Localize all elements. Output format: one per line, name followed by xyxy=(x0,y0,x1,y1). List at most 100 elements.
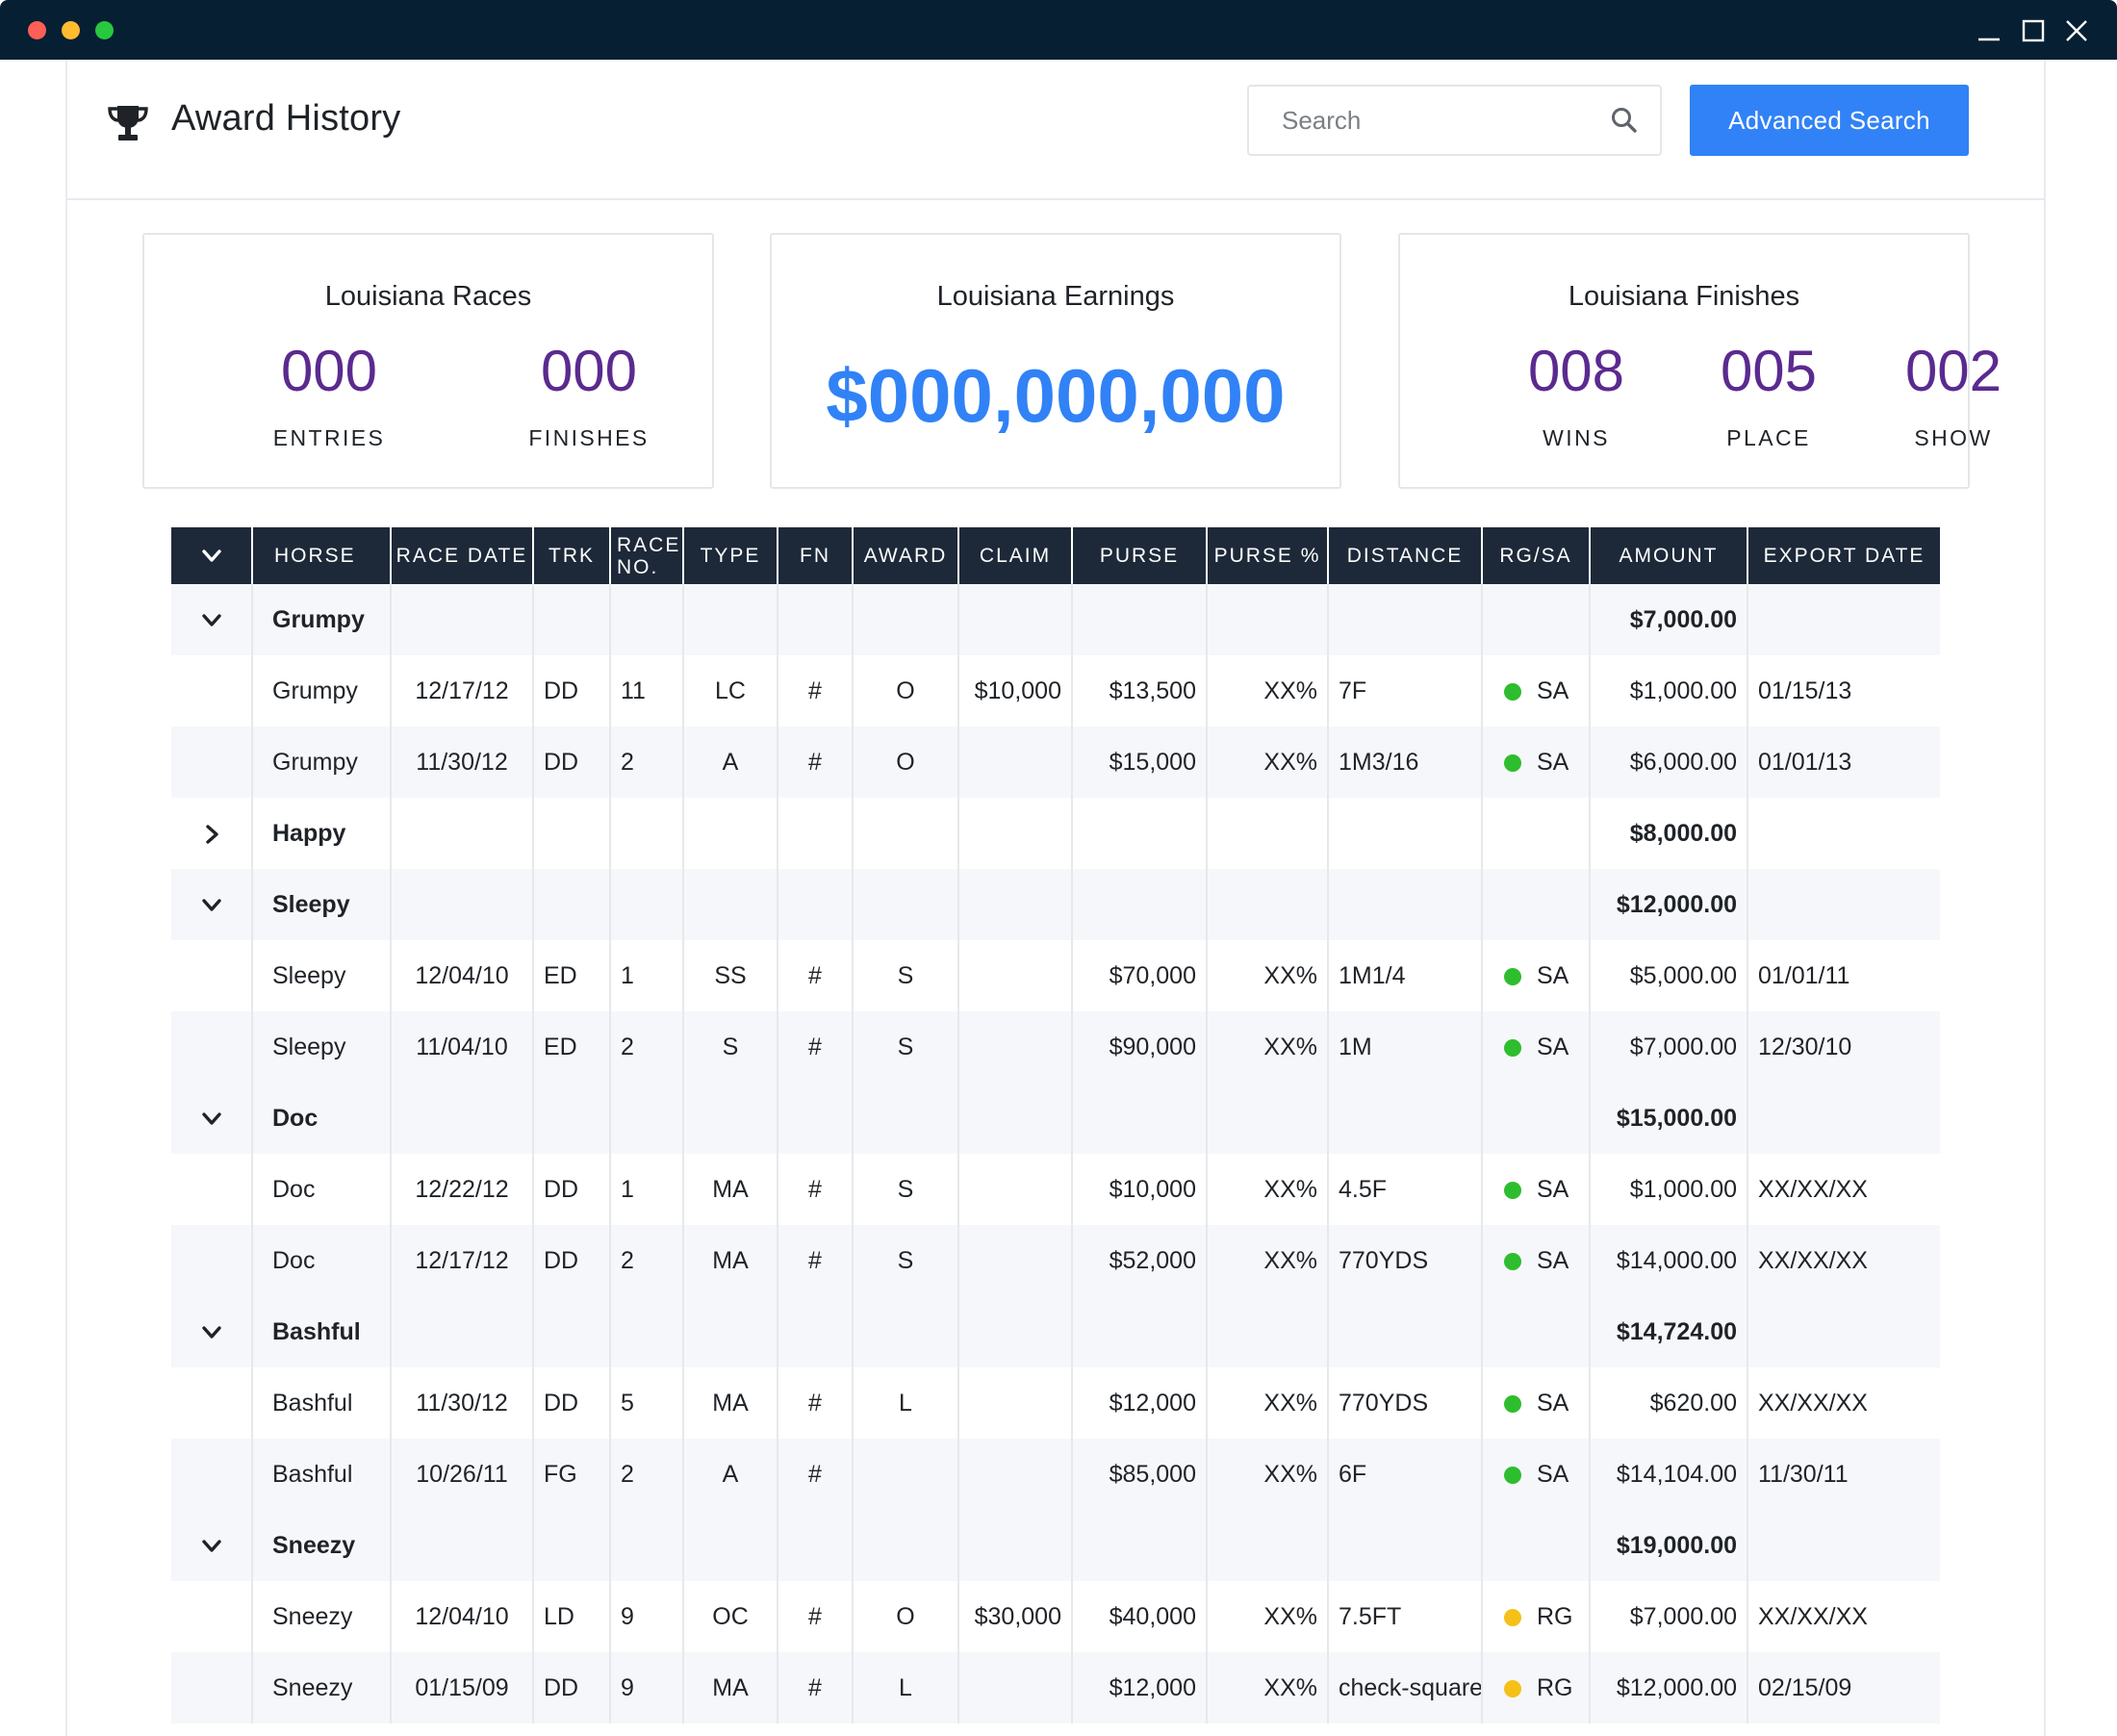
cell-race-no: 9 xyxy=(610,1652,684,1723)
group-toggle[interactable] xyxy=(171,584,253,655)
cell-race-no: 1 xyxy=(610,940,684,1011)
cell-distance: 1M1/4 xyxy=(1328,940,1483,1011)
cell-race-no: 9 xyxy=(610,1581,684,1652)
cell-claim xyxy=(958,1367,1073,1439)
cell-fn: # xyxy=(778,1652,854,1723)
content-border-right xyxy=(2044,60,2046,1736)
empty-cell xyxy=(1207,1296,1329,1367)
expand-all-header[interactable] xyxy=(171,527,253,584)
show-label: SHOW xyxy=(1914,425,1993,450)
finishes-value: 000 xyxy=(540,339,638,403)
cell-fn: # xyxy=(778,655,854,727)
table-row[interactable]: Bashful 11/30/12 DD 5 MA # L $12,000 XX% 770YDS SA… xyxy=(171,1367,1940,1439)
group-row[interactable]: Grumpy $7,000.00 xyxy=(171,584,1940,655)
empty-cell xyxy=(958,1510,1073,1581)
col-rgsa[interactable]: RG/SA xyxy=(1482,527,1591,584)
minimize-icon[interactable] xyxy=(1975,16,2003,45)
empty-cell xyxy=(1747,1510,1940,1581)
window-maximize-dot[interactable] xyxy=(95,21,114,39)
col-race-no[interactable]: RACE NO. xyxy=(610,527,684,584)
group-row[interactable]: Happy $8,000.00 xyxy=(171,798,1940,869)
cell-purse: $85,000 xyxy=(1072,1439,1208,1510)
cell-award: L xyxy=(853,1652,959,1723)
table-row[interactable]: Doc 12/22/12 DD 1 MA # S $10,000 XX% 4.5F SA $1,000… xyxy=(171,1154,1940,1225)
group-row[interactable]: Sneezy $19,000.00 xyxy=(171,1510,1940,1581)
cell-claim xyxy=(958,1439,1073,1510)
cell-amount: $7,000.00 xyxy=(1590,1011,1748,1083)
cell-horse: Grumpy xyxy=(252,655,392,727)
table-row[interactable]: Sneezy 12/04/10 LD 9 OC # O $30,000 $40,000 XX% 7.… xyxy=(171,1581,1940,1652)
cell-horse: Doc xyxy=(252,1154,392,1225)
cell-award xyxy=(853,1439,959,1510)
search-input[interactable] xyxy=(1249,87,1605,154)
col-award[interactable]: AWARD xyxy=(853,527,959,584)
cell-award: O xyxy=(853,1581,959,1652)
close-icon[interactable] xyxy=(2062,16,2091,45)
table-row[interactable]: Doc 12/17/12 DD 2 MA # S $52,000 XX% 770YDS SA $14,… xyxy=(171,1225,1940,1296)
cell-purse: $15,000 xyxy=(1072,727,1208,798)
status-dot xyxy=(1504,1608,1521,1626)
col-type[interactable]: TYPE xyxy=(683,527,778,584)
maximize-icon[interactable] xyxy=(2019,16,2048,45)
group-row[interactable]: Sleepy $12,000.00 xyxy=(171,869,1940,940)
empty-cell xyxy=(533,798,611,869)
cell-fn: # xyxy=(778,1154,854,1225)
empty-cell xyxy=(610,1296,684,1367)
search-box[interactable] xyxy=(1247,85,1662,156)
col-race-date[interactable]: RACE DATE xyxy=(391,527,534,584)
col-purse-pct[interactable]: PURSE % xyxy=(1207,527,1329,584)
empty-cell xyxy=(778,869,854,940)
col-amount[interactable]: AMOUNT xyxy=(1590,527,1748,584)
col-export-date[interactable]: EXPORT DATE xyxy=(1747,527,1940,584)
group-toggle[interactable] xyxy=(171,869,253,940)
group-row[interactable]: Bashful $14,724.00 xyxy=(171,1296,1940,1367)
empty-cell xyxy=(391,1296,534,1367)
table-row[interactable]: Bashful 10/26/11 FG 2 A # $85,000 XX% 6F SA $14,10… xyxy=(171,1439,1940,1510)
col-trk[interactable]: TRK xyxy=(533,527,611,584)
cell-rgsa: SA xyxy=(1482,727,1591,798)
empty-cell xyxy=(1072,1510,1208,1581)
page-title: Award History xyxy=(171,98,401,139)
table-row[interactable]: Sleepy 11/04/10 ED 2 S # S $90,000 XX% 1M SA $7,000… xyxy=(171,1011,1940,1083)
table-header-row: HORSE RACE DATE TRK RACE NO. TYPE FN AWA… xyxy=(171,527,1940,584)
cell-claim xyxy=(958,1154,1073,1225)
cell-purse: $12,000 xyxy=(1072,1367,1208,1439)
status-dot xyxy=(1504,1466,1521,1484)
col-purse[interactable]: PURSE xyxy=(1072,527,1208,584)
group-row[interactable]: Doc $15,000.00 xyxy=(171,1083,1940,1154)
rgsa-label: SA xyxy=(1537,961,1569,989)
table-row[interactable]: Grumpy 12/17/12 DD 11 LC # O $10,000 $13,500 XX% 7… xyxy=(171,655,1940,727)
rgsa-label: RG xyxy=(1537,1673,1573,1701)
col-distance[interactable]: DISTANCE xyxy=(1328,527,1483,584)
col-fn[interactable]: FN xyxy=(778,527,854,584)
cell-purse-pct: XX% xyxy=(1207,1011,1329,1083)
window-close-dot[interactable] xyxy=(28,21,46,39)
status-dot xyxy=(1504,1181,1521,1199)
col-horse[interactable]: HORSE xyxy=(252,527,392,584)
empty-cell xyxy=(610,584,684,655)
empty-cell xyxy=(683,584,778,655)
col-claim[interactable]: CLAIM xyxy=(958,527,1073,584)
table-row[interactable]: Sneezy 01/15/09 DD 9 MA # L $12,000 XX% check-squ… xyxy=(171,1652,1940,1723)
empty-cell xyxy=(853,1083,959,1154)
group-toggle[interactable] xyxy=(171,798,253,869)
advanced-search-button[interactable]: Advanced Search xyxy=(1690,85,1969,156)
table-row[interactable]: Grumpy 11/30/12 DD 2 A # O $15,000 XX% 1M3/16 SA $6… xyxy=(171,727,1940,798)
search-icon[interactable] xyxy=(1610,106,1639,135)
status-dot xyxy=(1504,1252,1521,1270)
group-toggle[interactable] xyxy=(171,1296,253,1367)
window-minimize-dot[interactable] xyxy=(62,21,80,39)
group-toggle[interactable] xyxy=(171,1510,253,1581)
empty-cell xyxy=(533,869,611,940)
table-row[interactable]: Sleepy 12/04/10 ED 1 SS # S $70,000 XX% 1M1/4 SA $5… xyxy=(171,940,1940,1011)
status-dot xyxy=(1504,1394,1521,1413)
cell-claim xyxy=(958,1652,1073,1723)
place-metric: 005 PLACE xyxy=(1672,339,1865,451)
cell-distance: 770YDS xyxy=(1328,1367,1483,1439)
group-toggle[interactable] xyxy=(171,1083,253,1154)
row-spacer xyxy=(171,1011,253,1083)
cell-purse-pct: XX% xyxy=(1207,727,1329,798)
empty-cell xyxy=(1482,1083,1591,1154)
wins-metric: 008 WINS xyxy=(1480,339,1672,451)
cell-purse: $10,000 xyxy=(1072,1154,1208,1225)
